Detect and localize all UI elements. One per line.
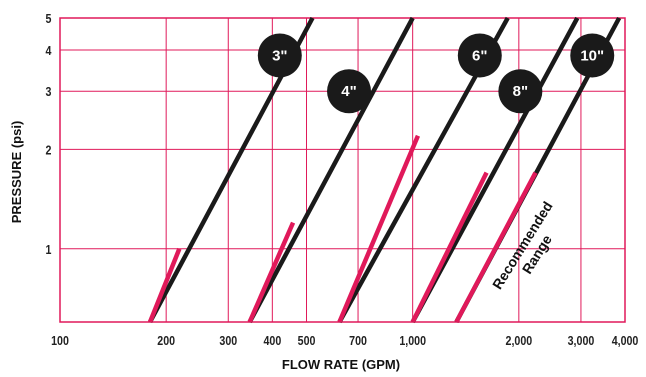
y-axis-title: PRESSURE (psi): [9, 121, 24, 224]
x-tick-label: 700: [349, 333, 367, 348]
size-badge: 6": [457, 33, 502, 78]
badge-circle: [457, 33, 502, 78]
y-tick-label: 3: [45, 84, 51, 99]
x-tick-label: 300: [219, 333, 237, 348]
x-tick-label: 3,000: [568, 333, 595, 348]
x-tick-label: 4,000: [612, 333, 639, 348]
series-4-recommended-segment: [410, 171, 489, 323]
axis-tick-labels: 100 200 300 400 500 700 1,000 2,000 3,000 4,000 1 2…: [45, 11, 638, 348]
pipe-size-badges: 3" 4" 6" 8" 10": [257, 33, 615, 114]
recommended-range-annotation: Recommended Range: [489, 198, 556, 292]
series-5-recommended-segment: [454, 171, 538, 324]
badge-label: 6": [472, 47, 487, 64]
x-tick-label: 400: [263, 333, 281, 348]
badge-label: 3": [272, 47, 287, 64]
badge-circle: [257, 33, 302, 78]
x-tick-label: 1,000: [399, 333, 426, 348]
x-tick-label: 500: [298, 333, 316, 348]
badge-circle: [498, 69, 543, 114]
x-axis-title: FLOW RATE (GPM): [282, 357, 400, 372]
size-badge: 4": [327, 69, 372, 114]
y-tick-label: 2: [45, 142, 51, 157]
series-3-recommended-segment: [337, 134, 421, 323]
size-badge: 3": [257, 33, 302, 78]
x-tick-label: 200: [157, 333, 175, 348]
y-tick-label: 5: [45, 11, 51, 26]
x-tick-label: 100: [51, 333, 69, 348]
badge-circle: [327, 69, 372, 114]
y-tick-label: 4: [45, 43, 51, 58]
badge-label: 8": [513, 83, 528, 100]
series-1-recommended-segment: [147, 247, 182, 323]
x-tick-label: 2,000: [506, 333, 533, 348]
series-2-recommended-segment: [247, 221, 296, 323]
size-badge: 10": [570, 33, 615, 78]
badge-circle: [570, 33, 615, 78]
plot-frame: [59, 17, 626, 323]
badge-label: 10": [580, 47, 604, 64]
pipe-size-curves: [147, 16, 622, 324]
size-badge: 8": [498, 69, 543, 114]
badge-label: 4": [341, 83, 356, 100]
y-tick-label: 1: [45, 242, 51, 257]
series-2-curve: [247, 16, 415, 324]
